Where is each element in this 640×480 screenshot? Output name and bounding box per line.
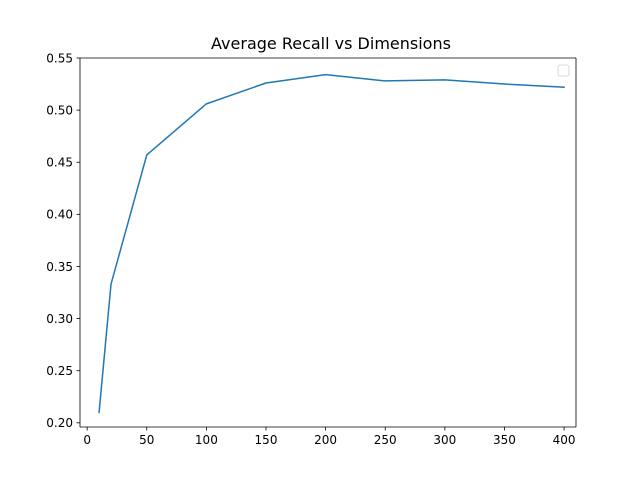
- legend-box: [557, 64, 570, 77]
- y-tick-label: 0.45: [46, 156, 73, 170]
- x-tick-label: 350: [493, 433, 516, 447]
- x-tick-label: 200: [314, 433, 337, 447]
- series-line-0: [98, 73, 565, 414]
- y-tick-label: 0.35: [46, 260, 73, 274]
- y-tick-label: 0.50: [46, 103, 73, 117]
- y-tick-label: 0.25: [46, 364, 73, 378]
- x-tick-label: 0: [83, 433, 91, 447]
- x-axis: 0 50 100 150 200 250 300 350 400: [83, 427, 576, 447]
- x-tick-label: 50: [139, 433, 154, 447]
- y-tick-label: 0.55: [46, 51, 73, 65]
- y-axis: 0.20 0.25 0.30 0.35 0.40 0.45 0.50 0.55: [46, 51, 80, 430]
- x-tick-label: 300: [433, 433, 456, 447]
- y-tick-label: 0.20: [46, 416, 73, 430]
- x-tick-label: 250: [374, 433, 397, 447]
- y-tick-label: 0.30: [46, 312, 73, 326]
- x-tick-label: 400: [553, 433, 576, 447]
- plot-background: [80, 58, 576, 427]
- plot-area: [79, 57, 577, 428]
- legend: [557, 64, 570, 77]
- series-layer: [98, 73, 565, 414]
- chart-title: Average Recall vs Dimensions: [211, 34, 451, 53]
- x-tick-label: 150: [255, 433, 278, 447]
- y-tick-label: 0.40: [46, 208, 73, 222]
- x-tick-label: 100: [195, 433, 218, 447]
